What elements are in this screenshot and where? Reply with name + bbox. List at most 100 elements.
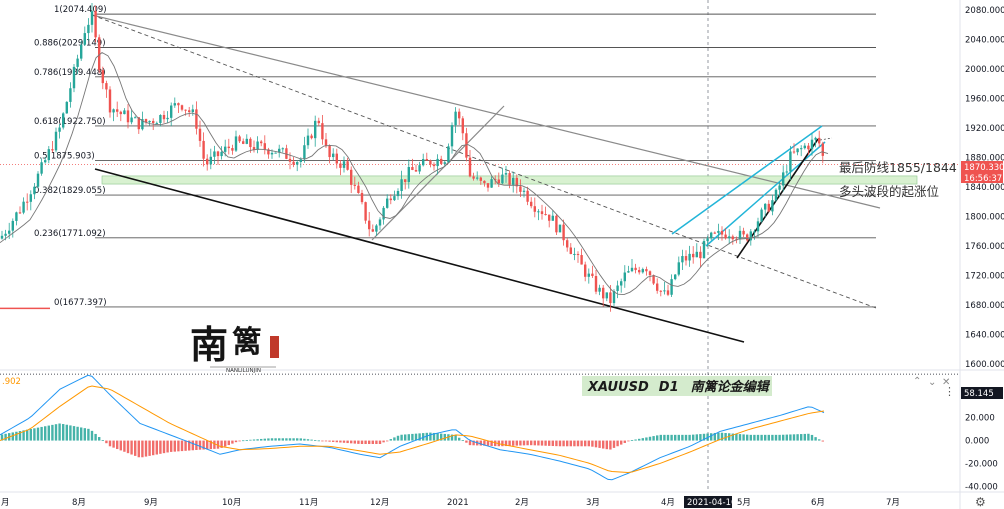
- candle-body: [83, 33, 86, 45]
- macd-histogram-bar: [101, 440, 104, 441]
- macd-histogram-bar: [58, 423, 61, 441]
- candle-body: [173, 103, 176, 106]
- candle-body: [72, 66, 76, 89]
- candle-body: [328, 145, 331, 158]
- candle-body: [429, 160, 432, 165]
- candle-body: [551, 215, 554, 221]
- collapse-down-icon[interactable]: ⌄: [928, 377, 936, 388]
- macd-histogram-bar: [670, 434, 673, 441]
- candle-body: [342, 161, 346, 168]
- candle-body: [641, 269, 644, 273]
- macd-histogram-bar: [551, 440, 554, 447]
- macd-histogram-bar: [76, 426, 79, 441]
- candle-body: [771, 200, 774, 212]
- macd-histogram-bar: [620, 440, 623, 445]
- macd-histogram-bar: [310, 439, 313, 441]
- candle-body: [321, 123, 324, 140]
- candle-body: [18, 212, 22, 214]
- macd-histogram-bar: [803, 433, 806, 441]
- candle-body: [36, 173, 40, 187]
- time-tick-label: 5月: [737, 498, 751, 508]
- fib-level-label: 0.5(1875.903): [34, 152, 95, 162]
- price-tick-label: 1800.000: [965, 213, 1004, 223]
- candle-body: [465, 133, 468, 158]
- candle-body: [803, 145, 806, 149]
- macd-histogram-bar: [130, 440, 133, 455]
- more-options-icon[interactable]: ⋮: [944, 385, 955, 398]
- candle-body: [58, 127, 61, 132]
- candle-body: [119, 111, 122, 115]
- candle-body: [756, 221, 760, 232]
- candle-body: [440, 158, 443, 164]
- macd-histogram-bar: [0, 434, 4, 441]
- candle-body: [278, 148, 281, 153]
- annotation-rally-start: 多头波段的起涨位: [839, 184, 939, 199]
- candle-body: [479, 177, 482, 181]
- candle-body: [598, 287, 601, 292]
- macd-histogram-bar: [508, 440, 511, 446]
- macd-histogram-bar: [738, 434, 742, 441]
- macd-histogram-bar: [152, 440, 155, 456]
- candle-body: [357, 185, 360, 193]
- macd-histogram-bar: [234, 440, 238, 443]
- symbol-watermark: XAUUSD D1 南篱论金编辑: [582, 376, 772, 396]
- macd-histogram-bar: [411, 433, 414, 441]
- candle-body: [497, 179, 500, 184]
- time-tick-label: 2月: [515, 498, 529, 508]
- candle-body: [152, 120, 155, 124]
- macd-histogram-bar: [155, 440, 158, 455]
- macd-histogram-bar: [353, 440, 356, 444]
- candle-body: [350, 169, 353, 185]
- macd-histogram-bar: [584, 440, 587, 447]
- candle-body: [198, 128, 202, 141]
- macd-line: [0, 374, 825, 481]
- candle-body: [587, 273, 590, 277]
- candle-body: [515, 177, 518, 187]
- candle-body: [710, 232, 713, 239]
- time-tick-label: 12月: [370, 498, 389, 508]
- macd-histogram-bar: [422, 433, 425, 441]
- macd-histogram-bar: [4, 433, 7, 441]
- collapse-up-icon[interactable]: ⌃: [913, 376, 921, 387]
- macd-histogram-bar: [29, 428, 32, 441]
- candle-body: [238, 136, 241, 142]
- candle-body: [695, 251, 698, 258]
- macd-histogram-bar: [281, 438, 284, 441]
- macd-histogram-bar: [137, 440, 140, 458]
- macd-left-value: .902: [2, 377, 21, 387]
- macd-histogram-bar: [321, 440, 324, 442]
- macd-histogram-bar: [26, 429, 29, 441]
- pane-controls[interactable]: ⌃ ⌄ ✕ ⋮: [913, 376, 955, 398]
- candle-body: [123, 110, 126, 115]
- macd-tick-label: -20.000: [965, 459, 998, 469]
- candle-body: [270, 152, 274, 155]
- candle-body: [54, 131, 58, 151]
- candle-body: [180, 105, 184, 110]
- macd-histogram-bar: [594, 440, 598, 448]
- descending-support-trendline: [94, 168, 745, 343]
- macd-histogram-bar: [198, 440, 202, 450]
- candle-body: [537, 211, 540, 213]
- candle-body: [224, 146, 227, 152]
- macd-histogram-bar: [767, 434, 770, 441]
- fib-level-label: 0.236(1771.092): [34, 229, 106, 239]
- macd-histogram-bar: [260, 438, 263, 441]
- close-pane-icon[interactable]: ✕: [942, 377, 950, 388]
- macd-histogram-bar: [454, 435, 457, 441]
- macd-histogram-bar: [33, 428, 36, 441]
- macd-histogram-bar: [378, 440, 382, 444]
- candle-body: [256, 141, 259, 150]
- candle-body: [346, 161, 349, 170]
- candle-body: [396, 190, 400, 197]
- settings-gear-icon[interactable]: ⚙: [975, 495, 986, 509]
- candle-body: [285, 148, 288, 159]
- macd-histogram-bar: [641, 438, 644, 441]
- candle-body: [688, 253, 691, 261]
- macd-histogram-bar: [382, 440, 385, 443]
- candle-body: [166, 117, 169, 120]
- candle-body: [296, 162, 299, 165]
- brand-logo: 南 篱 NANLILUNJIN: [190, 322, 279, 374]
- candle-body: [645, 269, 648, 272]
- macd-histogram-bar: [630, 440, 634, 441]
